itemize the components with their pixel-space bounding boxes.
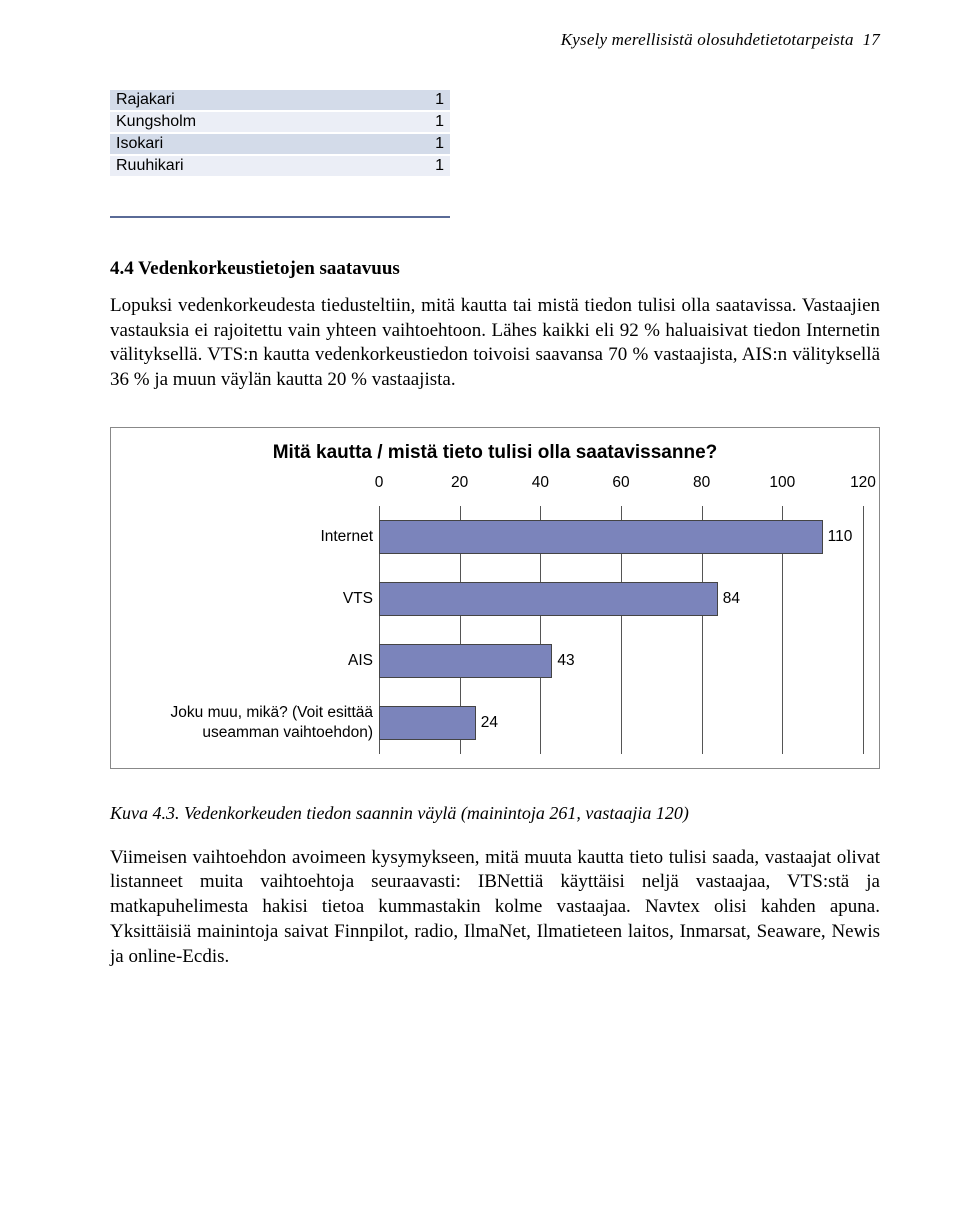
chart-area: InternetVTSAISJoku muu, mikä? (Voit esit… — [127, 474, 863, 754]
bar-row: 24 — [379, 692, 863, 754]
bar-value-label: 84 — [723, 590, 740, 608]
category-label: AIS — [127, 630, 379, 692]
section-heading: 4.4 Vedenkorkeustietojen saatavuus — [110, 258, 880, 280]
bar: 43 — [379, 644, 552, 678]
x-axis-tick: 0 — [375, 474, 384, 492]
figure-caption: Kuva 4.3. Vedenkorkeuden tiedon saannin … — [110, 803, 880, 824]
table-cell-value: 1 — [390, 133, 450, 155]
bar: 84 — [379, 582, 718, 616]
section-paragraph-1: Lopuksi vedenkorkeudesta tiedusteltiin, … — [110, 294, 880, 393]
table-cell-label: Kungsholm — [110, 111, 390, 133]
table-cell-label: Ruuhikari — [110, 155, 390, 177]
table-cell-value: 1 — [390, 155, 450, 177]
section-paragraph-2: Viimeisen vaihtoehdon avoimeen kysymykse… — [110, 846, 880, 969]
x-axis-tick: 100 — [769, 474, 795, 492]
table-cell-label: Rajakari — [110, 90, 390, 111]
table-row: Isokari1 — [110, 133, 450, 155]
x-axis-tick: 120 — [850, 474, 876, 492]
gridline — [863, 506, 864, 754]
table-cell-value: 1 — [390, 90, 450, 111]
table-row: Kungsholm1 — [110, 111, 450, 133]
bar-row: 43 — [379, 630, 863, 692]
table-cell-value: 1 — [390, 111, 450, 133]
table-bottom-rule — [110, 216, 450, 218]
bar-value-label: 43 — [557, 652, 574, 670]
x-axis-tick: 40 — [532, 474, 549, 492]
chart-title: Mitä kautta / mistä tieto tulisi olla sa… — [127, 442, 863, 464]
axis-spacer — [127, 474, 379, 506]
bar-value-label: 24 — [481, 714, 498, 732]
table-cell-label: Isokari — [110, 133, 390, 155]
x-axis-tick: 80 — [693, 474, 710, 492]
bar-row: 110 — [379, 506, 863, 568]
location-table: Rajakari1Kungsholm1Isokari1Ruuhikari1 — [110, 90, 450, 178]
chart-container: Mitä kautta / mistä tieto tulisi olla sa… — [110, 427, 880, 769]
category-label: Internet — [127, 506, 379, 568]
plot-column: 020406080100120 110844324 — [379, 474, 863, 754]
x-axis-tick: 60 — [612, 474, 629, 492]
x-axis-tick: 20 — [451, 474, 468, 492]
table-row: Rajakari1 — [110, 90, 450, 111]
bar: 110 — [379, 520, 823, 554]
table-row: Ruuhikari1 — [110, 155, 450, 177]
bar: 24 — [379, 706, 476, 740]
page-header: Kysely merellisistä olosuhdetietotarpeis… — [110, 30, 880, 50]
page-number: 17 — [863, 30, 880, 49]
bar-row: 84 — [379, 568, 863, 630]
bar-value-label: 110 — [828, 528, 853, 546]
header-title-text: Kysely merellisistä olosuhdetietotarpeis… — [561, 30, 854, 49]
category-label: Joku muu, mikä? (Voit esittää useamman v… — [127, 692, 379, 754]
plot-area: 110 84 43 24 — [379, 506, 863, 754]
category-label: VTS — [127, 568, 379, 630]
x-axis: 020406080100120 — [379, 474, 863, 506]
category-column: InternetVTSAISJoku muu, mikä? (Voit esit… — [127, 474, 379, 754]
